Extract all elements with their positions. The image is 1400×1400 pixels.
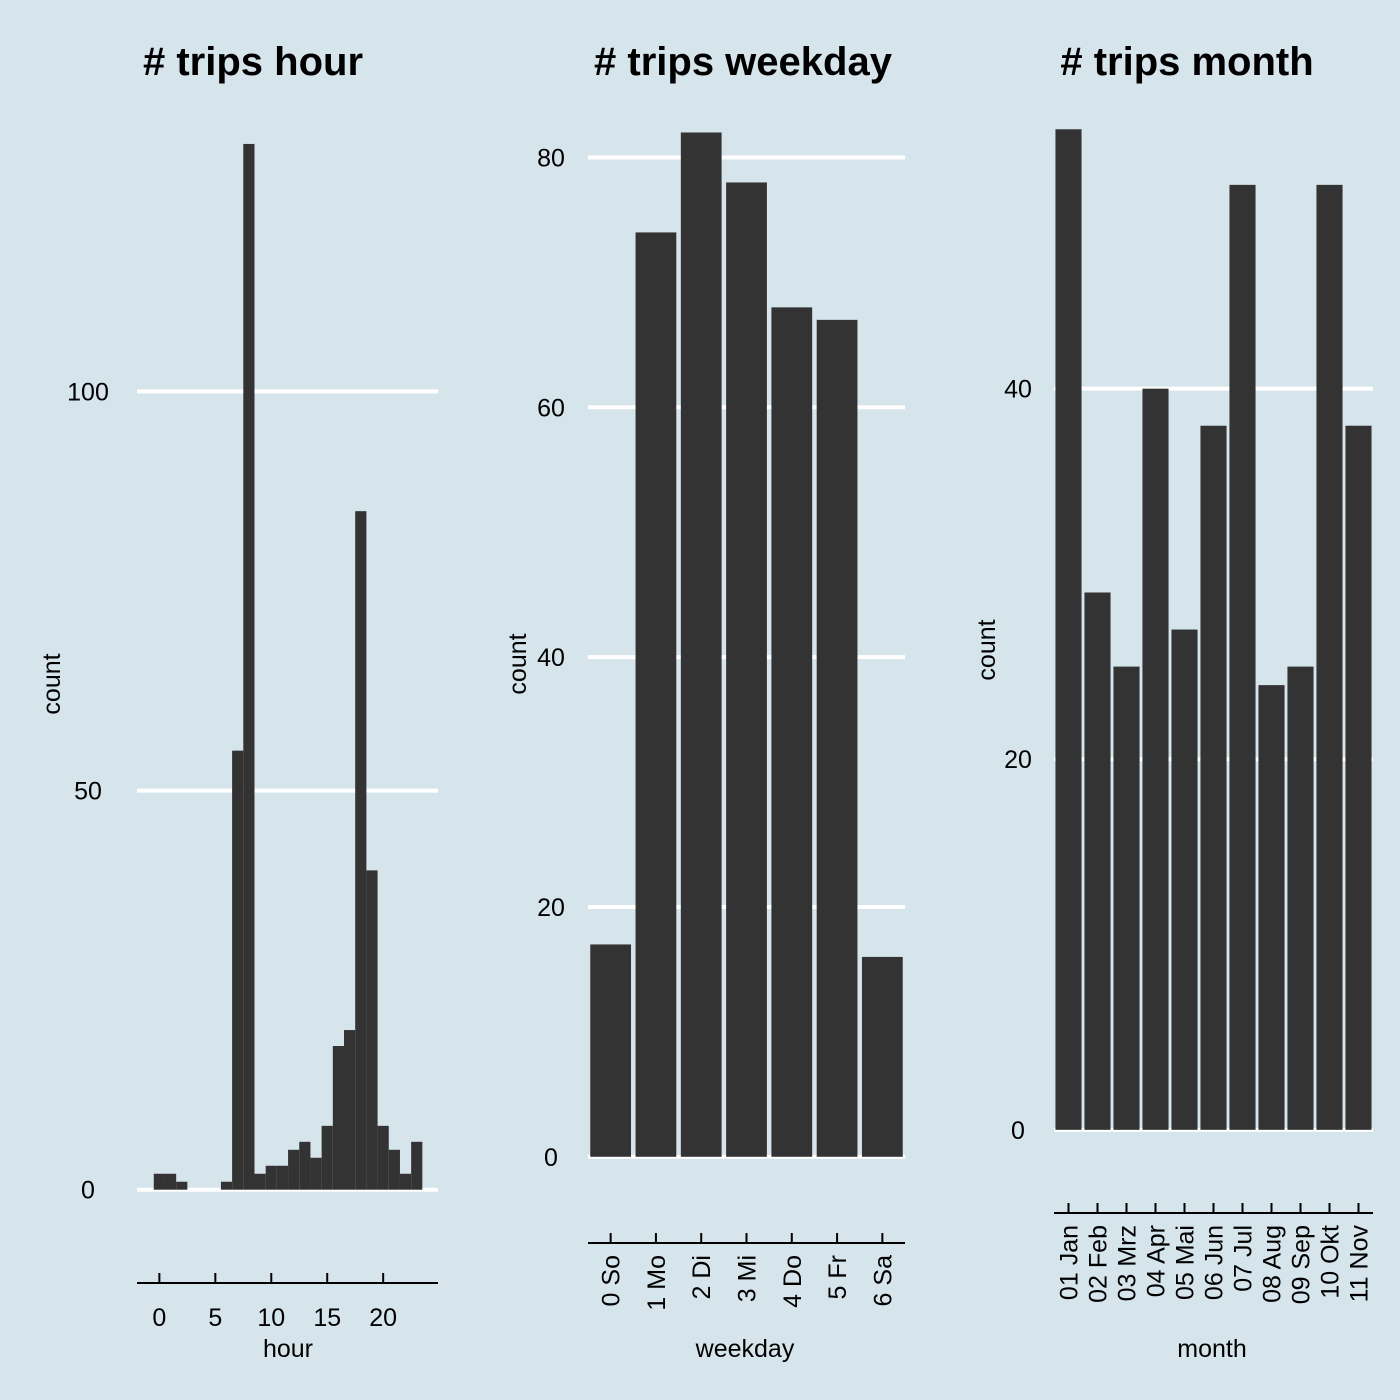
bar bbox=[1142, 388, 1169, 1130]
x-tick-label: 11 Nov bbox=[1346, 1225, 1374, 1303]
bar bbox=[355, 511, 367, 1190]
x-tick-label: 15 bbox=[313, 1304, 341, 1332]
y-tick-label: 20 bbox=[1004, 746, 1032, 774]
bar bbox=[861, 956, 903, 1157]
x-tick-label: 5 bbox=[208, 1304, 222, 1332]
bar bbox=[220, 1181, 233, 1190]
bar bbox=[232, 750, 244, 1190]
chart-panel-hour: # trips hour 0 50 100 0 5 10 15 20 hour count bbox=[38, 40, 438, 1363]
x-tick-label: 09 Sep bbox=[1288, 1225, 1316, 1304]
chart-title: # trips weekday bbox=[594, 40, 893, 84]
bar bbox=[1084, 592, 1111, 1130]
bar bbox=[243, 143, 255, 1190]
y-tick-label: 0 bbox=[544, 1144, 558, 1172]
x-tick-label: 4 Do bbox=[779, 1255, 807, 1308]
chart-panel-weekday: # trips weekday 0 20 40 60 80 0 So 1 Mo 2 Di 3 Mi… bbox=[504, 40, 905, 1363]
bar bbox=[1055, 129, 1082, 1130]
bar bbox=[726, 182, 767, 1157]
y-tick-label: 40 bbox=[1004, 376, 1032, 404]
bar bbox=[344, 1030, 356, 1190]
bar bbox=[635, 232, 677, 1157]
bar bbox=[399, 1173, 412, 1190]
bar bbox=[276, 1165, 289, 1190]
x-tick-label: 5 Fr bbox=[824, 1255, 852, 1299]
bar bbox=[771, 307, 813, 1157]
x-tick-label: 02 Feb bbox=[1085, 1225, 1113, 1303]
x-tick-label: 2 Di bbox=[688, 1255, 716, 1299]
x-tick-label: 0 bbox=[152, 1304, 166, 1332]
bar bbox=[1113, 666, 1140, 1130]
bar bbox=[388, 1149, 400, 1190]
bar bbox=[321, 1125, 333, 1190]
bar bbox=[1229, 184, 1256, 1130]
x-tick-label: 01 Jan bbox=[1056, 1225, 1084, 1300]
x-tick-label: 20 bbox=[369, 1304, 397, 1332]
y-axis-label: count bbox=[38, 653, 66, 714]
y-tick-label: 50 bbox=[74, 778, 102, 806]
x-axis-label: weekday bbox=[695, 1335, 795, 1363]
bar bbox=[153, 1173, 165, 1190]
y-axis-label: count bbox=[973, 619, 1001, 680]
y-tick-label: 60 bbox=[537, 394, 565, 422]
x-tick-label: 0 So bbox=[598, 1255, 626, 1306]
y-tick-label: 0 bbox=[81, 1177, 95, 1205]
x-tick-label: 10 Okt bbox=[1317, 1225, 1345, 1299]
chart-title: # trips hour bbox=[143, 40, 363, 84]
x-tick-label: 3 Mi bbox=[734, 1255, 762, 1302]
x-tick-label: 08 Aug bbox=[1259, 1225, 1287, 1303]
y-axis-label: count bbox=[504, 633, 532, 694]
bar bbox=[366, 870, 378, 1190]
x-tick-label: 6 Sa bbox=[869, 1255, 897, 1307]
bar bbox=[1258, 685, 1285, 1130]
bar bbox=[176, 1181, 188, 1190]
bar bbox=[254, 1173, 266, 1190]
x-tick-label: 1 Mo bbox=[643, 1255, 671, 1311]
x-tick-label: 06 Jun bbox=[1201, 1225, 1229, 1300]
bar bbox=[1200, 425, 1227, 1130]
y-tick-label: 20 bbox=[537, 894, 565, 922]
x-tick-label: 05 Mai bbox=[1172, 1225, 1200, 1300]
x-tick-label: 04 Apr bbox=[1143, 1225, 1171, 1297]
bar bbox=[411, 1141, 423, 1190]
bar bbox=[590, 944, 632, 1157]
chart-title: # trips month bbox=[1060, 40, 1313, 84]
bar bbox=[377, 1125, 389, 1190]
x-axis-label: month bbox=[1177, 1335, 1246, 1363]
bar bbox=[332, 1046, 345, 1190]
bar bbox=[1171, 629, 1198, 1130]
y-tick-label: 0 bbox=[1011, 1117, 1025, 1145]
x-tick-label: 03 Mrz bbox=[1114, 1225, 1142, 1301]
bar bbox=[288, 1149, 300, 1190]
bar bbox=[816, 319, 858, 1157]
bar bbox=[1316, 184, 1343, 1130]
y-tick-label: 80 bbox=[537, 144, 565, 172]
x-axis-label: hour bbox=[263, 1335, 313, 1363]
bar bbox=[310, 1157, 322, 1190]
bar bbox=[1287, 666, 1314, 1130]
y-tick-label: 40 bbox=[537, 644, 565, 672]
x-tick-label: 10 bbox=[257, 1304, 285, 1332]
bar bbox=[164, 1173, 177, 1190]
chart-panel-month: # trips month 0 20 40 01 Jan 02 Feb 03 Mrz 04 A… bbox=[973, 40, 1374, 1363]
bar bbox=[265, 1165, 277, 1190]
x-tick-label: 07 Jul bbox=[1230, 1225, 1258, 1292]
y-tick-label: 100 bbox=[67, 378, 109, 406]
bar bbox=[299, 1141, 311, 1190]
bar bbox=[680, 132, 722, 1157]
bar bbox=[1345, 425, 1372, 1130]
